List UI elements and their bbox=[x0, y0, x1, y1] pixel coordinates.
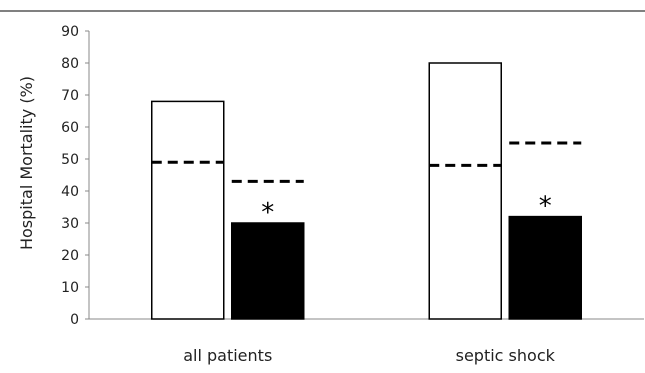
y-tick-label: 10 bbox=[61, 280, 79, 296]
y-axis-label: Hospital Mortality (%) bbox=[17, 76, 36, 250]
y-tick-label: 30 bbox=[61, 216, 79, 232]
bar bbox=[231, 222, 305, 320]
y-tick-label: 70 bbox=[61, 88, 79, 104]
category-label: septic shock bbox=[456, 346, 556, 365]
y-tick-label: 60 bbox=[61, 120, 79, 136]
y-tick-label: 80 bbox=[61, 56, 79, 72]
y-tick-label: 50 bbox=[61, 152, 79, 168]
plot-area: 0 10 20 30 40 50 60 70 80 90 * * all patients septic … bbox=[61, 24, 644, 365]
significance-asterisk: * bbox=[261, 198, 274, 228]
y-tick-label: 90 bbox=[61, 24, 79, 40]
bar bbox=[508, 215, 582, 320]
y-tick-label: 40 bbox=[61, 184, 79, 200]
y-tick-label: 0 bbox=[70, 312, 79, 328]
significance-asterisk: * bbox=[539, 192, 552, 222]
bar bbox=[151, 100, 225, 320]
bar bbox=[428, 62, 502, 320]
y-tick-label: 20 bbox=[61, 248, 79, 264]
category-label: all patients bbox=[183, 346, 272, 365]
